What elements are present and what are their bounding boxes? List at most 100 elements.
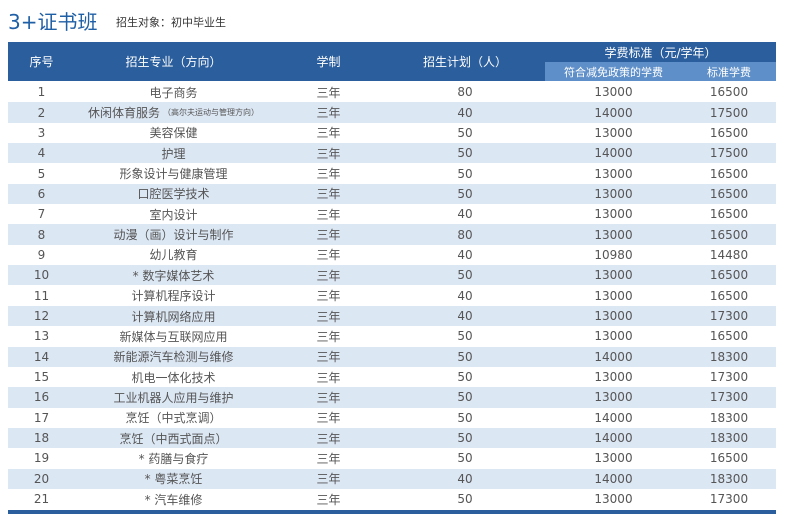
cell-text: 40 bbox=[457, 207, 473, 222]
cell-text: 新能源汽车检测与维修 bbox=[113, 350, 234, 365]
cell: 三年 bbox=[272, 408, 385, 428]
cell-text: 80 bbox=[457, 227, 473, 242]
cell-text: 三年 bbox=[316, 492, 341, 507]
cell-text: 4 bbox=[37, 146, 46, 161]
cell-text: 14000 bbox=[594, 105, 633, 120]
cell-text: 50 bbox=[457, 390, 473, 405]
cell: 16 bbox=[8, 387, 75, 407]
cell-text: 工业机器人应用与维护 bbox=[113, 390, 234, 405]
cell-text: 13000 bbox=[594, 227, 633, 242]
cell: 三年 bbox=[272, 123, 385, 143]
cell: 50 bbox=[385, 367, 545, 387]
cell: * 粤菜烹饪 bbox=[75, 469, 272, 489]
cell: 13000 bbox=[545, 306, 682, 326]
cell: 50 bbox=[385, 326, 545, 346]
cell-text: 2 bbox=[37, 105, 46, 120]
cell-text: 10980 bbox=[594, 247, 633, 262]
cell: 40 bbox=[385, 102, 545, 122]
cell-text: 50 bbox=[457, 349, 473, 364]
cell: 三年 bbox=[272, 143, 385, 163]
cell: 三年 bbox=[272, 347, 385, 367]
cell: 13 bbox=[8, 326, 75, 346]
cell-text: 16500 bbox=[709, 288, 749, 303]
cell-text: 17300 bbox=[709, 390, 749, 405]
cell: 13000 bbox=[545, 163, 682, 183]
cell-text: 美容保健 bbox=[149, 126, 198, 141]
cell-text: 三年 bbox=[316, 146, 341, 161]
column-header: 招生计划（人） bbox=[385, 42, 545, 81]
cell: 13000 bbox=[545, 123, 682, 143]
cell: 13000 bbox=[545, 204, 682, 224]
cell-text: 13000 bbox=[594, 309, 633, 324]
cell: 2 bbox=[8, 102, 75, 122]
cell-text: 5 bbox=[37, 166, 46, 181]
cell: 18 bbox=[8, 428, 75, 448]
cell: 50 bbox=[385, 489, 545, 509]
cell: 21 bbox=[8, 489, 75, 509]
cell-text: 50 bbox=[457, 431, 473, 446]
cell-text: 8 bbox=[37, 227, 46, 242]
cell: 14000 bbox=[545, 143, 682, 163]
column-group-header: 学费标准（元/学年） bbox=[545, 42, 776, 62]
cell: 17500 bbox=[682, 143, 776, 163]
cell: 50 bbox=[385, 184, 545, 204]
cell: * 汽车维修 bbox=[75, 489, 272, 509]
cell-text: 16500 bbox=[709, 186, 749, 201]
cell-text: 新媒体与互联网应用 bbox=[119, 329, 228, 344]
table-row bbox=[8, 305, 776, 327]
cell: 6 bbox=[8, 184, 75, 204]
cell-text: 16500 bbox=[709, 125, 749, 140]
cell: 三年 bbox=[272, 306, 385, 326]
cell-note: （高尔夫运动与管理方向） bbox=[163, 108, 259, 118]
cell: 16500 bbox=[682, 82, 776, 102]
cell-text: 16500 bbox=[709, 227, 749, 242]
cell-text: 50 bbox=[457, 146, 473, 161]
cell-text: 50 bbox=[457, 186, 473, 201]
cell: 14480 bbox=[682, 245, 776, 265]
cell-text: 14000 bbox=[594, 349, 633, 364]
cell: 17500 bbox=[682, 102, 776, 122]
cell-text: 动漫（画）设计与制作 bbox=[113, 228, 234, 243]
cell: 护理 bbox=[75, 143, 272, 163]
cell: 50 bbox=[385, 163, 545, 183]
cell-text: 13000 bbox=[594, 288, 633, 303]
cell: 形象设计与健康管理 bbox=[75, 163, 272, 183]
cell: 50 bbox=[385, 448, 545, 468]
cell-text: 烹饪（中式烹调） bbox=[125, 411, 222, 426]
cell-text: * 汽车维修 bbox=[144, 492, 203, 507]
cell: 16500 bbox=[682, 184, 776, 204]
cell: 19 bbox=[8, 448, 75, 468]
cell: 10 bbox=[8, 265, 75, 285]
cell: 13000 bbox=[545, 286, 682, 306]
title: 3+证书班 bbox=[8, 9, 98, 34]
cell-text: 电子商务 bbox=[149, 85, 198, 100]
cell-text: 14000 bbox=[594, 410, 633, 425]
cell: 三年 bbox=[272, 448, 385, 468]
cell-text: 三年 bbox=[316, 85, 341, 100]
cell: 15 bbox=[8, 367, 75, 387]
cell-text: 40 bbox=[457, 105, 473, 120]
cell-text: 50 bbox=[457, 125, 473, 140]
cell: 17300 bbox=[682, 489, 776, 509]
cell-text: 17500 bbox=[709, 105, 749, 120]
cell-text: 三年 bbox=[316, 268, 341, 283]
cell: 80 bbox=[385, 82, 545, 102]
cell: 14000 bbox=[545, 347, 682, 367]
cell: 40 bbox=[385, 306, 545, 326]
cell-text: 三年 bbox=[316, 390, 341, 405]
cell-text: 12 bbox=[33, 309, 50, 324]
cell-text: 80 bbox=[457, 85, 473, 100]
cell-text: * 数字媒体艺术 bbox=[132, 268, 215, 283]
cell-text: 13000 bbox=[594, 451, 633, 466]
cell: 11 bbox=[8, 286, 75, 306]
cell-text: 三年 bbox=[316, 228, 341, 243]
cell-text: 休闲体育服务 bbox=[87, 106, 160, 121]
cell: 5 bbox=[8, 163, 75, 183]
cell: 20 bbox=[8, 469, 75, 489]
cell-text: 三年 bbox=[316, 187, 341, 202]
cell-text: 18300 bbox=[709, 410, 749, 425]
cell: 机电一体化技术 bbox=[75, 367, 272, 387]
cell-text: 16500 bbox=[709, 166, 749, 181]
column-subheader: 标准学费 bbox=[682, 62, 776, 81]
cell: 9 bbox=[8, 245, 75, 265]
